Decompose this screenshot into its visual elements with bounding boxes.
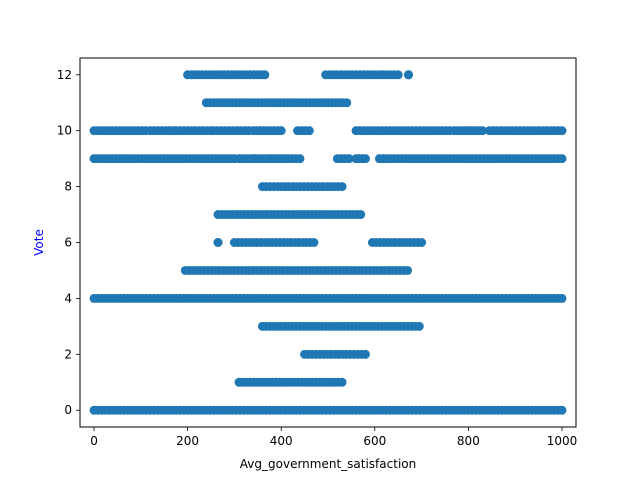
vote-row-8: [257, 182, 347, 192]
y-tick-label: 10: [57, 124, 72, 138]
data-point: [417, 238, 427, 247]
x-axis-label: Avg_government_satisfaction: [240, 457, 416, 471]
data-point: [557, 405, 567, 415]
x-tick-label: 400: [270, 434, 293, 448]
y-axis-label: Vote: [32, 229, 46, 256]
data-point: [557, 126, 567, 136]
x-tick-label: 800: [457, 434, 480, 448]
data-point: [414, 321, 424, 331]
vote-row-3: [257, 321, 424, 331]
vote-row-12: [183, 70, 413, 80]
points-layer: [89, 70, 567, 415]
x-tick-label: 600: [363, 434, 386, 448]
vote-row-9: [89, 154, 567, 164]
data-point: [342, 98, 352, 108]
y-tick-label: 4: [64, 291, 72, 305]
vote-row-11: [201, 98, 352, 108]
y-axis-ticks: 0 2 4 6 8 10 12: [57, 68, 80, 417]
vote-row-1: [234, 377, 347, 387]
data-point: [337, 182, 347, 192]
data-point: [295, 154, 305, 164]
vote-row-0: [89, 405, 567, 415]
data-point: [213, 238, 223, 247]
x-tick-label: 1000: [547, 434, 578, 448]
data-point: [276, 126, 286, 136]
vote-row-5: [180, 265, 413, 275]
vote-row-6: [213, 238, 427, 247]
data-point: [360, 349, 370, 359]
vote-row-10: [89, 126, 567, 136]
vote-row-4: [89, 293, 567, 303]
x-tick-label: 200: [176, 434, 199, 448]
y-tick-label: 2: [64, 347, 72, 361]
data-point: [360, 154, 370, 164]
data-point: [356, 210, 366, 220]
y-tick-label: 6: [64, 236, 72, 250]
data-point: [403, 70, 413, 80]
data-point: [344, 154, 354, 164]
data-point: [557, 154, 567, 164]
data-point: [477, 126, 487, 136]
data-point: [337, 377, 347, 387]
y-tick-label: 8: [64, 180, 72, 194]
vote-row-2: [300, 349, 370, 359]
data-point: [557, 293, 567, 303]
data-point: [309, 238, 319, 247]
vote-row-7: [213, 210, 366, 220]
y-tick-label: 12: [57, 68, 72, 82]
data-point: [393, 70, 403, 80]
data-point: [304, 126, 314, 136]
x-axis-ticks: 0 200 400 600 800 1000: [90, 427, 577, 448]
data-point: [260, 70, 270, 80]
y-tick-label: 0: [64, 403, 72, 417]
x-tick-label: 0: [90, 434, 98, 448]
data-point: [403, 265, 413, 275]
